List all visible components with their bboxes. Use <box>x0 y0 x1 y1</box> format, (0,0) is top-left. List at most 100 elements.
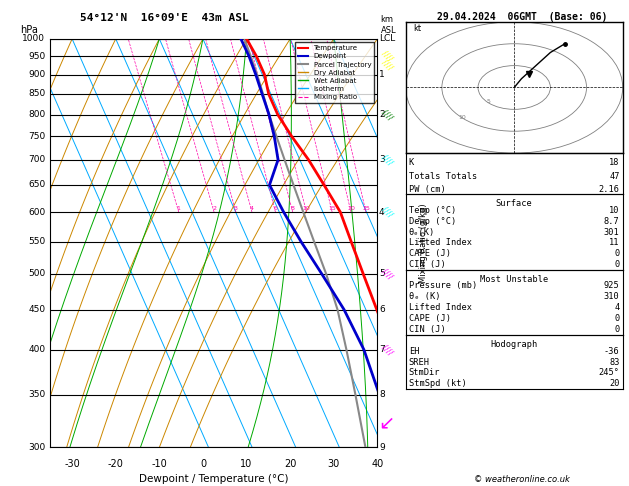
Text: 350: 350 <box>28 390 45 399</box>
Text: ////: //// <box>379 49 394 64</box>
Text: 7: 7 <box>379 345 385 354</box>
Text: Dewpoint / Temperature (°C): Dewpoint / Temperature (°C) <box>139 474 289 484</box>
Text: 550: 550 <box>28 237 45 246</box>
Text: 8: 8 <box>379 390 385 399</box>
Text: 750: 750 <box>28 132 45 141</box>
Text: ////: //// <box>379 205 394 219</box>
Text: 10: 10 <box>459 115 466 120</box>
Text: 900: 900 <box>28 70 45 79</box>
Text: 54°12'N  16°09'E  43m ASL: 54°12'N 16°09'E 43m ASL <box>81 13 249 22</box>
Text: 3: 3 <box>379 156 385 164</box>
Text: -20: -20 <box>108 459 124 469</box>
Text: 400: 400 <box>28 345 45 354</box>
Text: 925: 925 <box>604 281 620 291</box>
Text: 800: 800 <box>28 110 45 119</box>
Text: 0: 0 <box>200 459 206 469</box>
Text: 2: 2 <box>212 206 216 211</box>
Text: Temp (°C): Temp (°C) <box>409 206 456 215</box>
Text: CAPE (J): CAPE (J) <box>409 249 451 258</box>
Text: 83: 83 <box>609 358 620 366</box>
Text: StmSpd (kt): StmSpd (kt) <box>409 379 467 388</box>
Text: 700: 700 <box>28 156 45 164</box>
Text: 1: 1 <box>379 70 385 79</box>
Text: Pressure (mb): Pressure (mb) <box>409 281 477 291</box>
Text: Lifted Index: Lifted Index <box>409 238 472 247</box>
Text: ////: //// <box>379 58 394 72</box>
Text: θₑ(K): θₑ(K) <box>409 227 435 237</box>
Text: 1000: 1000 <box>23 35 45 43</box>
Text: 8.7: 8.7 <box>604 217 620 226</box>
Text: 47: 47 <box>609 172 620 181</box>
Text: 30: 30 <box>328 459 340 469</box>
Text: 4: 4 <box>379 208 385 217</box>
Text: 650: 650 <box>28 180 45 190</box>
Text: PW (cm): PW (cm) <box>409 186 445 194</box>
Text: 8: 8 <box>291 206 294 211</box>
Text: CIN (J): CIN (J) <box>409 325 445 334</box>
Text: -30: -30 <box>64 459 80 469</box>
Text: Surface: Surface <box>496 199 533 208</box>
Text: 11: 11 <box>609 238 620 247</box>
Text: 20: 20 <box>347 206 355 211</box>
Text: 1: 1 <box>177 206 181 211</box>
Text: Totals Totals: Totals Totals <box>409 172 477 181</box>
Text: 10: 10 <box>240 459 253 469</box>
Text: 600: 600 <box>28 208 45 217</box>
Text: 6: 6 <box>274 206 277 211</box>
Text: 450: 450 <box>28 305 45 314</box>
Text: ////: //// <box>379 153 394 167</box>
Text: 310: 310 <box>604 293 620 301</box>
Text: kt: kt <box>413 24 421 33</box>
Text: ////: //// <box>379 267 394 281</box>
Text: 15: 15 <box>328 206 336 211</box>
Text: LCL: LCL <box>379 35 395 43</box>
Text: 2: 2 <box>379 110 385 119</box>
Text: -10: -10 <box>152 459 167 469</box>
Text: 300: 300 <box>28 443 45 451</box>
Text: ////: //// <box>379 107 394 122</box>
Legend: Temperature, Dewpoint, Parcel Trajectory, Dry Adiabat, Wet Adiabat, Isotherm, Mi: Temperature, Dewpoint, Parcel Trajectory… <box>295 42 374 103</box>
Text: Lifted Index: Lifted Index <box>409 303 472 312</box>
Text: 0: 0 <box>615 314 620 323</box>
Text: 10: 10 <box>609 206 620 215</box>
Text: 5: 5 <box>379 269 385 278</box>
Text: km
ASL: km ASL <box>381 16 396 35</box>
Text: 301: 301 <box>604 227 620 237</box>
Text: hPa: hPa <box>20 25 38 35</box>
Text: 0: 0 <box>615 260 620 269</box>
Text: 6: 6 <box>379 305 385 314</box>
Text: 950: 950 <box>28 52 45 61</box>
Text: 850: 850 <box>28 89 45 99</box>
Text: 20: 20 <box>284 459 296 469</box>
Text: Mixing Ratio (g/kg): Mixing Ratio (g/kg) <box>419 203 428 283</box>
Text: 500: 500 <box>28 269 45 278</box>
Text: 0: 0 <box>615 325 620 334</box>
Text: 29.04.2024  06GMT  (Base: 06): 29.04.2024 06GMT (Base: 06) <box>437 12 607 22</box>
Text: 25: 25 <box>362 206 370 211</box>
Text: 18: 18 <box>609 158 620 167</box>
Text: 40: 40 <box>371 459 384 469</box>
Text: 20: 20 <box>609 379 620 388</box>
Text: K: K <box>409 158 414 167</box>
Text: 3: 3 <box>234 206 238 211</box>
Text: 4: 4 <box>250 206 254 211</box>
Text: Hodograph: Hodograph <box>491 340 538 349</box>
Text: 0: 0 <box>615 249 620 258</box>
Text: 10: 10 <box>303 206 310 211</box>
Text: 2.16: 2.16 <box>599 186 620 194</box>
Text: SREH: SREH <box>409 358 430 366</box>
Text: EH: EH <box>409 347 420 356</box>
Text: ↙: ↙ <box>379 413 395 433</box>
Text: CAPE (J): CAPE (J) <box>409 314 451 323</box>
Text: 245°: 245° <box>599 368 620 377</box>
Text: ////: //// <box>379 342 394 357</box>
Text: CIN (J): CIN (J) <box>409 260 445 269</box>
Text: -36: -36 <box>604 347 620 356</box>
Text: StmDir: StmDir <box>409 368 440 377</box>
Text: Dewp (°C): Dewp (°C) <box>409 217 456 226</box>
Text: © weatheronline.co.uk: © weatheronline.co.uk <box>474 474 570 484</box>
Text: Most Unstable: Most Unstable <box>480 275 548 284</box>
Text: 9: 9 <box>379 443 385 451</box>
Text: 4: 4 <box>615 303 620 312</box>
Text: θₑ (K): θₑ (K) <box>409 293 440 301</box>
